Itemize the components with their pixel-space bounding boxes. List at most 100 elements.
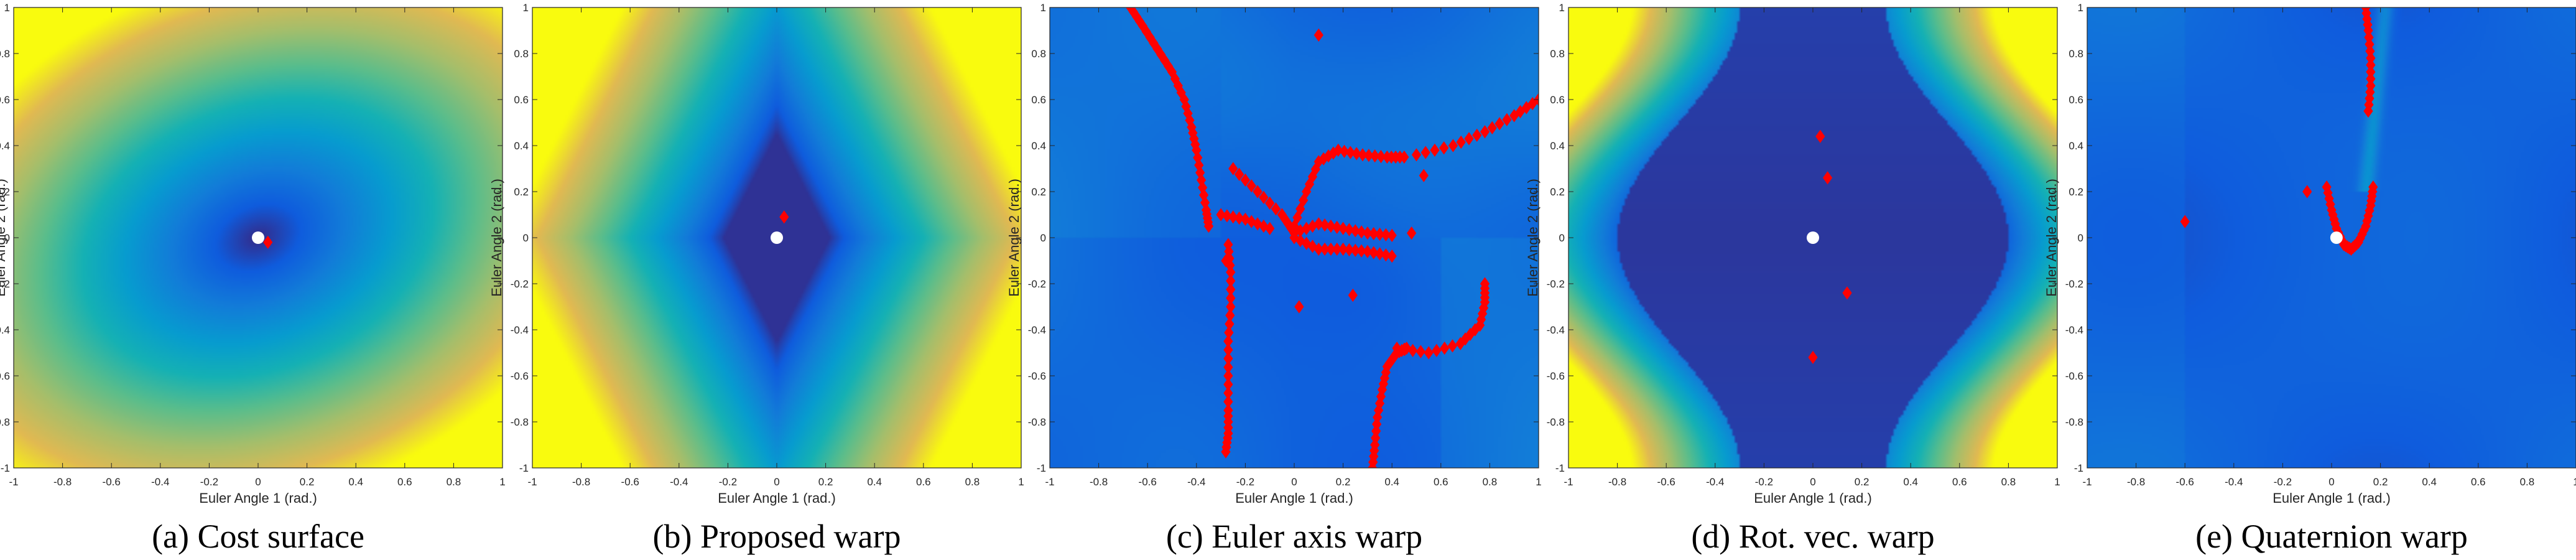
estimate-marker [1313, 28, 1323, 42]
trajectory-5-marker [1234, 167, 1244, 181]
trajectory-9-marker [1228, 210, 1238, 224]
panel-caption: (d) Rot. vec. warp [1691, 518, 1934, 555]
x-tick-label: 1 [1018, 476, 1024, 488]
x-axis-label: Euler Angle 1 (rad.) [1754, 490, 1872, 506]
trajectory-5-marker [1271, 202, 1281, 216]
y-tick-label: -0.2 [1028, 278, 1046, 290]
trajectory-5-marker [1374, 227, 1385, 241]
trajectory-9-marker [1216, 208, 1226, 222]
x-tick-label: 0.2 [300, 476, 315, 488]
x-tick-label: 0.4 [348, 476, 363, 488]
x-tick-label: -0.2 [1236, 476, 1254, 488]
estimate-marker [1221, 254, 1231, 268]
ground-truth-marker [252, 231, 264, 244]
trajectory-5-marker [1313, 217, 1323, 231]
trajectory-5-marker [1320, 218, 1330, 232]
x-tick-label: -0.4 [1187, 476, 1205, 488]
y-tick-label: -0.4 [0, 324, 10, 336]
y-tick-label: -0.4 [511, 324, 529, 336]
y-tick-label: 0.2 [2069, 186, 2083, 198]
trajectory-4-marker [1472, 128, 1482, 142]
panel-1: -1 -0.8 -0.6 -0.4 -0.2 0 0.2 0.4 0.6 0.8 1 -1 -0.8 -0… [0, 2, 506, 555]
x-tick-label: 0.8 [2520, 476, 2535, 488]
estimate-marker [1808, 350, 1818, 365]
y-tick-label: 0 [1040, 232, 1046, 244]
trajectory-5-marker [1265, 196, 1275, 210]
x-tick-label: 0.6 [1434, 476, 1448, 488]
y-axis-label: Euler Angle 2 (rad.) [0, 179, 8, 297]
estimate-marker [263, 235, 273, 250]
data-marks [771, 210, 789, 244]
data-marks [252, 231, 273, 250]
trajectory-4-marker [1430, 143, 1440, 157]
trajectory-8-marker [1369, 246, 1379, 259]
trajectory-5-marker [1246, 179, 1256, 193]
x-tick-label: 0 [255, 476, 261, 488]
trajectory-1-marker [2363, 104, 2373, 118]
y-tick-label: -0.4 [1547, 324, 1565, 336]
panel-caption: (b) Proposed warp [653, 518, 901, 555]
y-tick-label: 0 [4, 232, 10, 244]
y-tick-label: -0.4 [2065, 324, 2083, 336]
x-tick-label: 0.2 [1855, 476, 1869, 488]
y-tick-label: -0.6 [2065, 370, 2083, 382]
x-tick-label: -0.6 [103, 476, 121, 488]
panel-5: -1 -0.8 -0.6 -0.4 -0.2 0 0.2 0.4 0.6 0.8 1 -1 -0.8 -0… [2044, 2, 2576, 555]
panel-2: -1 -0.8 -0.6 -0.4 -0.2 0 0.2 0.4 0.6 0.8 1 -1 -0.8 -0… [489, 2, 1024, 555]
trajectory-4-marker [1464, 132, 1474, 146]
y-tick-label: 0.6 [2069, 94, 2083, 106]
y-tick-label: 0.6 [514, 94, 529, 106]
y-tick-label: 0.4 [1550, 140, 1565, 152]
trajectory-9-marker [1265, 222, 1275, 235]
trajectory-6-marker [1440, 341, 1450, 355]
estimate-marker [2180, 215, 2190, 228]
x-tick-label: -0.2 [1755, 476, 1773, 488]
x-tick-label: 1 [1536, 476, 1541, 488]
trajectory-1-marker [1203, 219, 1214, 233]
trajectory-5-marker [1356, 225, 1366, 239]
trajectory-5-marker [1338, 222, 1348, 235]
x-tick-label: 0.8 [1483, 476, 1498, 488]
x-tick-label: 0.2 [2373, 476, 2388, 488]
x-tick-label: 1 [2573, 476, 2576, 488]
x-tick-label: -0.6 [2176, 476, 2194, 488]
y-tick-label: -1 [519, 462, 529, 474]
estimate-marker [1407, 226, 1417, 240]
trajectory-4-marker [1420, 146, 1430, 159]
trajectory-2-marker [2368, 180, 2378, 194]
trajectory-8-marker [1356, 244, 1366, 258]
y-tick-label: -0.8 [511, 416, 529, 428]
y-tick-label: 0.2 [514, 186, 529, 198]
x-tick-label: -0.6 [1657, 476, 1675, 488]
data-marks [1807, 129, 1852, 365]
trajectory-6-marker [1447, 339, 1458, 353]
y-tick-label: -0.8 [2065, 416, 2083, 428]
x-axis-label: Euler Angle 1 (rad.) [718, 490, 836, 506]
y-tick-label: 1 [1559, 2, 1565, 14]
x-tick-label: 0 [1291, 476, 1297, 488]
y-tick-label: 0 [1559, 232, 1565, 244]
y-tick-label: 0.2 [0, 186, 10, 198]
y-tick-label: 0.4 [1031, 140, 1046, 152]
trajectory-3-marker [1351, 147, 1361, 161]
x-tick-label: -0.8 [2127, 476, 2145, 488]
y-tick-label: -1 [1, 462, 10, 474]
y-tick-label: 0.6 [1550, 94, 1565, 106]
y-tick-label: -0.6 [0, 370, 10, 382]
trajectory-5-marker [1259, 190, 1269, 204]
x-tick-label: -0.8 [1608, 476, 1626, 488]
y-axis-label: Euler Angle 2 (rad.) [1525, 179, 1541, 297]
x-tick-label: -0.4 [2225, 476, 2243, 488]
y-tick-label: 0.4 [2069, 140, 2083, 152]
trajectory-9-marker [1222, 209, 1232, 223]
panel-caption: (a) Cost surface [152, 518, 364, 555]
y-tick-label: -0.2 [1547, 278, 1565, 290]
x-tick-label: 0.4 [867, 476, 882, 488]
x-tick-label: -1 [2082, 476, 2092, 488]
x-tick-label: -0.4 [1706, 476, 1724, 488]
x-tick-label: -0.4 [670, 476, 688, 488]
trajectory-8-marker [1344, 243, 1355, 257]
y-tick-label: -0.6 [511, 370, 529, 382]
y-tick-label: 0 [2078, 232, 2083, 244]
estimate-marker [2302, 185, 2312, 198]
